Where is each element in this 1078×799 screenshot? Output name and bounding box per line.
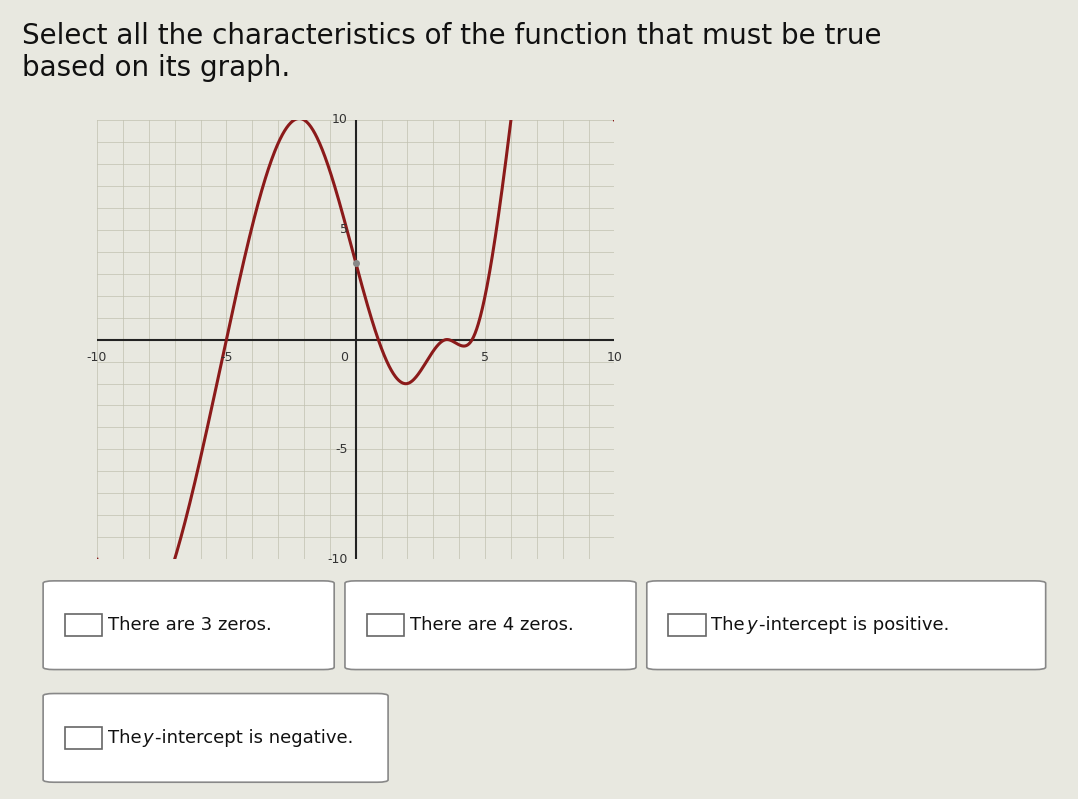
FancyBboxPatch shape bbox=[65, 614, 102, 636]
Text: 5: 5 bbox=[340, 223, 348, 237]
Text: 5: 5 bbox=[481, 351, 489, 364]
Text: There are 3 zeros.: There are 3 zeros. bbox=[108, 616, 272, 634]
Text: -10: -10 bbox=[87, 351, 107, 364]
FancyBboxPatch shape bbox=[43, 694, 388, 782]
FancyBboxPatch shape bbox=[43, 581, 334, 670]
Text: The: The bbox=[108, 729, 148, 747]
Text: y: y bbox=[746, 616, 757, 634]
Text: 10: 10 bbox=[607, 351, 622, 364]
Text: -intercept is positive.: -intercept is positive. bbox=[759, 616, 950, 634]
Text: y: y bbox=[142, 729, 153, 747]
Text: 0: 0 bbox=[340, 351, 348, 364]
FancyBboxPatch shape bbox=[345, 581, 636, 670]
Text: -10: -10 bbox=[328, 553, 348, 566]
Text: -5: -5 bbox=[335, 443, 348, 456]
FancyBboxPatch shape bbox=[367, 614, 404, 636]
FancyBboxPatch shape bbox=[65, 727, 102, 749]
Text: -intercept is negative.: -intercept is negative. bbox=[155, 729, 354, 747]
Text: 10: 10 bbox=[332, 113, 348, 126]
FancyBboxPatch shape bbox=[647, 581, 1046, 670]
Text: There are 4 zeros.: There are 4 zeros. bbox=[410, 616, 573, 634]
Text: The: The bbox=[711, 616, 751, 634]
FancyBboxPatch shape bbox=[668, 614, 706, 636]
Text: Select all the characteristics of the function that must be true
based on its gr: Select all the characteristics of the fu… bbox=[22, 22, 881, 82]
Text: -5: -5 bbox=[220, 351, 233, 364]
